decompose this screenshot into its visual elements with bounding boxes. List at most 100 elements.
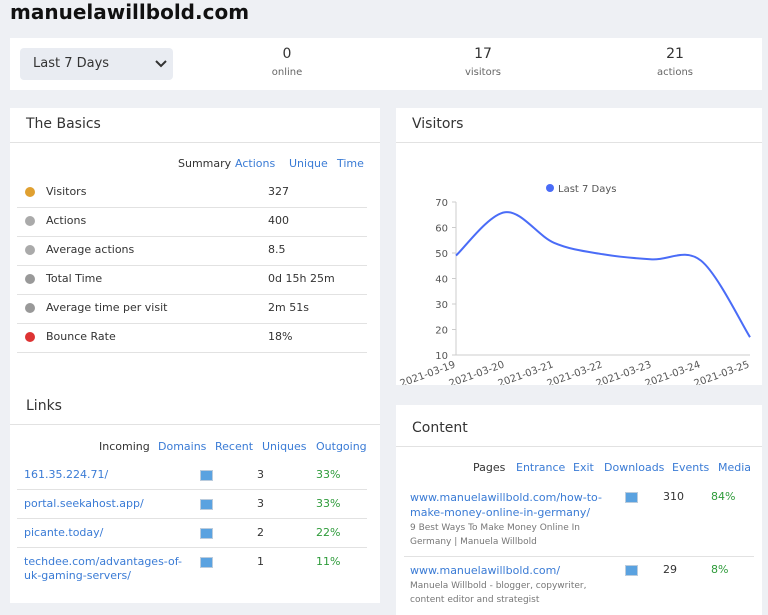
link-count: 2 xyxy=(257,526,264,539)
row-divider xyxy=(17,323,367,324)
column-header[interactable]: Unique xyxy=(289,157,328,170)
metric-value: 8.5 xyxy=(268,243,286,256)
stat-value: 0 xyxy=(282,46,292,62)
row-divider xyxy=(396,142,762,143)
page-url[interactable]: www.manuelawillbold.com/ xyxy=(410,564,561,577)
dropdown-arrow xyxy=(155,60,167,68)
page-count: 29 xyxy=(663,563,677,576)
link-url[interactable]: techdee.com/advantages-of-uk-gaming-serv… xyxy=(24,555,182,582)
visitors-card xyxy=(396,108,762,385)
link-count: 3 xyxy=(257,497,264,510)
stat-value: 21 xyxy=(666,46,684,62)
y-tick-label: 20 xyxy=(435,326,448,337)
link-icon[interactable] xyxy=(200,557,213,568)
icon xyxy=(25,245,35,255)
icon xyxy=(25,274,35,284)
column-header: Incoming xyxy=(99,440,150,453)
metric-value: 2m 51s xyxy=(268,301,309,314)
left-card xyxy=(10,108,380,603)
page-share: 8% xyxy=(711,563,729,576)
metric-label: Visitors xyxy=(46,185,87,198)
link-url[interactable]: 161.35.224.71/ xyxy=(24,468,109,481)
column-header[interactable]: Events xyxy=(672,461,710,474)
column-header[interactable]: Domains xyxy=(158,440,207,453)
link-icon[interactable] xyxy=(200,528,213,539)
row-divider xyxy=(17,489,367,490)
period-select[interactable] xyxy=(20,48,173,80)
link-url[interactable]: picante.today/ xyxy=(24,526,104,539)
section-title: Content xyxy=(412,420,468,436)
column-header[interactable]: Downloads xyxy=(604,461,665,474)
line xyxy=(455,211,751,338)
row-divider xyxy=(17,265,367,266)
icon xyxy=(25,216,35,226)
link-count: 3 xyxy=(257,468,264,481)
column-header[interactable]: Recent xyxy=(215,440,254,453)
legend-label: Last 7 Days xyxy=(558,184,617,195)
column-header[interactable]: Actions xyxy=(235,157,276,170)
link-icon[interactable] xyxy=(200,499,213,510)
column-header[interactable]: Time xyxy=(337,157,364,170)
link-count: 1 xyxy=(257,555,264,568)
column-header[interactable]: Entrance xyxy=(516,461,566,474)
icon xyxy=(25,187,35,197)
row-divider xyxy=(10,424,380,425)
section-title: The Basics xyxy=(26,116,101,132)
page-description: 9 Best Ways To Make Money Online In Germ… xyxy=(410,523,580,547)
page-url[interactable]: www.manuelawillbold.com/how-to-make-mone… xyxy=(410,491,602,519)
legend-marker xyxy=(546,184,554,192)
column-header[interactable]: Exit xyxy=(573,461,594,474)
metric-value: 400 xyxy=(268,214,289,227)
metric-value: 0d 15h 25m xyxy=(268,272,335,285)
row-divider xyxy=(396,446,762,447)
period-value: Last 7 Days xyxy=(33,56,110,71)
section-title: Links xyxy=(26,398,62,414)
y-tick-label: 50 xyxy=(435,249,448,260)
link-share: 33% xyxy=(316,468,341,481)
x-tick-label: 2021-03-25 xyxy=(693,359,751,385)
metric-label: Total Time xyxy=(46,272,103,285)
row-divider xyxy=(17,352,367,353)
link-url[interactable]: portal.seekahost.app/ xyxy=(24,497,144,510)
column-header[interactable]: Uniques xyxy=(262,440,307,453)
stat-label: actions xyxy=(657,67,693,78)
metric-label: Average time per visit xyxy=(46,301,168,314)
metric-label: Bounce Rate xyxy=(46,330,116,343)
row-divider xyxy=(10,142,380,143)
link-share: 22% xyxy=(316,526,341,539)
metric-label: Average actions xyxy=(46,243,135,256)
row-divider xyxy=(17,294,367,295)
visitors-chart: 102030405060702021-03-192021-03-202021-0… xyxy=(399,184,751,385)
link-icon[interactable] xyxy=(200,470,213,481)
content-card xyxy=(396,405,762,615)
row-divider xyxy=(17,518,367,519)
link-share: 33% xyxy=(316,497,341,510)
y-tick-label: 30 xyxy=(435,300,448,311)
link-icon[interactable] xyxy=(625,565,638,576)
column-header: Pages xyxy=(473,461,506,474)
page-count: 310 xyxy=(663,490,684,503)
y-tick-label: 60 xyxy=(435,224,448,235)
y-tick-label: 70 xyxy=(435,198,448,209)
row-divider xyxy=(404,556,754,557)
stat-label: online xyxy=(271,67,303,78)
row-divider xyxy=(17,547,367,548)
stat-label: visitors xyxy=(464,67,502,78)
column-header: Summary xyxy=(178,157,232,170)
column-header[interactable]: Outgoing xyxy=(316,440,367,453)
metric-label: Actions xyxy=(46,214,87,227)
site-title: manuelawillbold.com xyxy=(10,0,250,24)
link-icon[interactable] xyxy=(625,492,638,503)
icon xyxy=(25,303,35,313)
column-header[interactable]: Media xyxy=(718,461,752,474)
metric-value: 18% xyxy=(268,330,293,343)
link-share: 11% xyxy=(316,555,341,568)
metric-value: 327 xyxy=(268,185,289,198)
row-divider xyxy=(17,207,367,208)
stat-value: 17 xyxy=(474,46,492,62)
section-title: Visitors xyxy=(412,116,464,132)
y-tick-label: 40 xyxy=(435,275,448,286)
icon xyxy=(25,332,35,342)
row-divider xyxy=(17,236,367,237)
